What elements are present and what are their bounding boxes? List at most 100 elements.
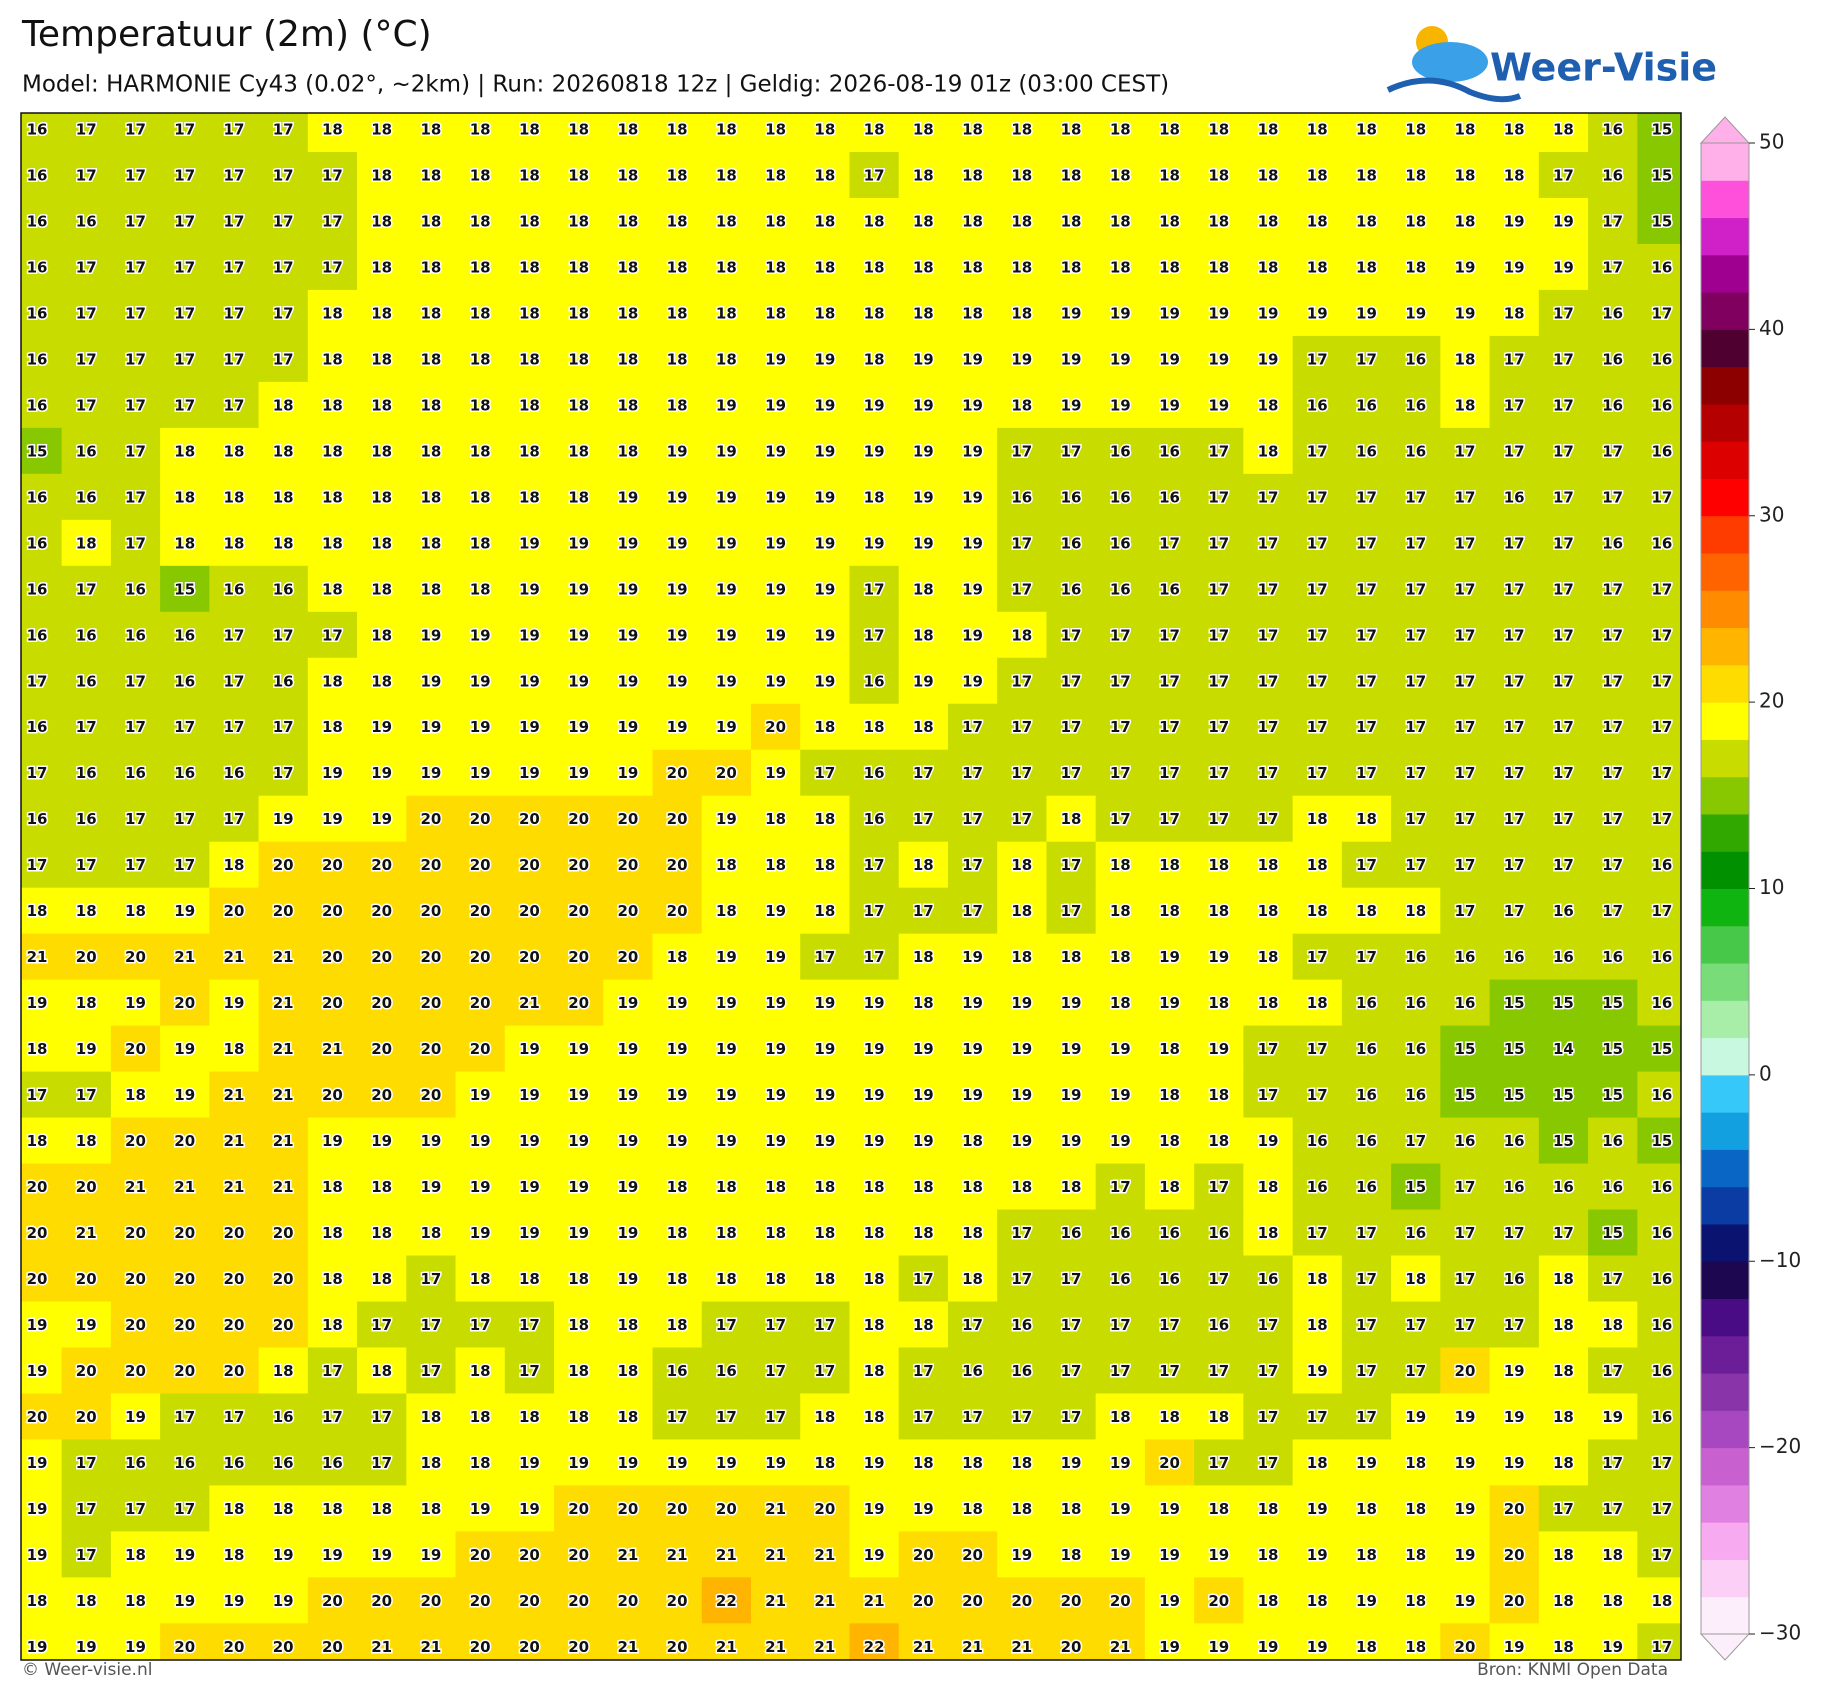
temperature-cell [800,565,851,613]
temperature-label: 18 [273,442,294,460]
temperature-cell [554,1485,604,1532]
temperature-label: 19 [76,1040,97,1058]
temperature-cell [455,841,506,889]
temperature-cell [1391,703,1441,751]
temperature-cell [406,933,457,981]
temperature-label: 17 [962,764,983,782]
temperature-label: 18 [420,580,441,598]
temperature-label: 20 [27,1178,48,1196]
temperature-cell [1440,1531,1491,1578]
temperature-cell [61,1439,112,1487]
temperature-label: 18 [470,212,491,230]
temperature-label: 18 [1159,902,1180,920]
temperature-cell [160,1623,210,1660]
temperature-label: 17 [1159,1316,1180,1334]
temperature-label: 19 [765,580,786,598]
temperature-cell [1391,427,1441,475]
temperature-label: 19 [667,626,688,644]
temperature-label: 20 [519,1546,540,1564]
temperature-cell [1489,473,1540,521]
temperature-cell [701,1393,752,1441]
temperature-label: 16 [322,1454,343,1472]
colorbar-band [1701,1223,1749,1262]
temperature-cell [209,795,260,843]
temperature-cell [21,1255,63,1303]
temperature-label: 18 [1159,1408,1180,1426]
temperature-cell [307,151,358,199]
temperature-label: 16 [1208,1224,1229,1242]
temperature-label: 21 [273,948,294,966]
temperature-cell [947,1025,998,1073]
temperature-cell [652,1347,703,1395]
temperature-label: 18 [814,1454,835,1472]
temperature-label: 18 [1110,212,1131,230]
temperature-cell [258,1439,309,1487]
temperature-label: 17 [273,212,294,230]
temperature-cell [258,381,309,429]
temperature-label: 17 [1356,1316,1377,1334]
temperature-cell [307,289,358,337]
temperature-label: 18 [1356,212,1377,230]
temperature-cell [898,1531,949,1578]
temperature-label: 17 [1356,1408,1377,1426]
temperature-label: 17 [1011,810,1032,828]
temperature-cell [1095,335,1146,383]
temperature-label: 19 [716,1086,737,1104]
temperature-cell [554,979,604,1027]
temperature-cell [1046,1393,1097,1441]
temperature-label: 18 [1110,994,1131,1012]
temperature-cell [1144,1255,1195,1303]
temperature-cell [1489,1117,1540,1165]
temperature-label: 17 [1159,718,1180,736]
temperature-cell [652,519,703,567]
temperature-cell [1194,1531,1244,1578]
temperature-label: 15 [1553,994,1574,1012]
temperature-label: 17 [273,764,294,782]
temperature-label: 19 [27,1638,48,1656]
temperature-cell [554,1209,604,1257]
temperature-label: 19 [371,1132,392,1150]
temperature-label: 18 [568,258,589,276]
temperature-cell [1588,565,1638,613]
temperature-cell [1095,1577,1146,1624]
temperature-cell [750,1209,801,1257]
temperature-label: 16 [1110,534,1131,552]
temperature-label: 17 [1504,764,1525,782]
temperature-label: 21 [814,1638,835,1656]
temperature-label: 20 [125,1316,146,1334]
temperature-cell [947,243,998,291]
temperature-label: 19 [519,1040,540,1058]
temperature-cell [849,1439,900,1487]
temperature-label: 18 [1208,902,1229,920]
temperature-label: 17 [322,258,343,276]
temperature-cell [110,1393,161,1441]
temperature-cell [652,611,703,659]
temperature-cell [1588,657,1638,705]
temperature-cell [1095,657,1146,705]
temperature-cell [652,1485,703,1532]
temperature-label: 18 [420,1500,441,1518]
temperature-label: 20 [470,856,491,874]
temperature-label: 19 [420,1178,441,1196]
temperature-label: 19 [1258,1638,1279,1656]
temperature-cell [1292,933,1343,981]
colorbar-band [1701,963,1749,1001]
temperature-label: 17 [1405,718,1426,736]
temperature-label: 16 [864,764,885,782]
temperature-cell [947,1071,998,1119]
temperature-cell [160,427,210,475]
temperature-label: 19 [667,580,688,598]
temperature-cell [554,1301,604,1349]
temperature-label: 20 [420,1086,441,1104]
temperature-label: 18 [667,396,688,414]
temperature-label: 18 [1258,948,1279,966]
temperature-cell [898,703,949,751]
temperature-cell [1095,979,1146,1027]
temperature-cell [21,473,63,521]
temperature-cell [701,151,752,199]
temperature-cell [1144,749,1195,797]
temperature-cell [61,933,112,981]
temperature-cell [209,335,260,383]
temperature-label: 17 [1356,718,1377,736]
temperature-label: 16 [1602,534,1623,552]
